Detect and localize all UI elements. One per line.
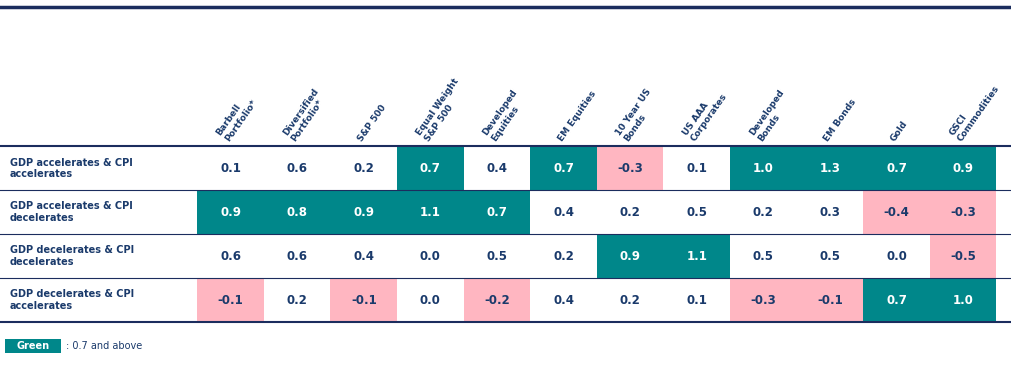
- Text: 0.8: 0.8: [286, 206, 307, 219]
- Text: -0.3: -0.3: [750, 294, 775, 307]
- Text: 0.0: 0.0: [420, 294, 441, 307]
- Text: 0.2: 0.2: [752, 206, 773, 219]
- FancyBboxPatch shape: [5, 339, 61, 353]
- FancyBboxPatch shape: [929, 278, 996, 322]
- Text: EM Equities: EM Equities: [556, 89, 598, 143]
- Text: 1.0: 1.0: [752, 162, 773, 175]
- Text: -0.4: -0.4: [883, 206, 909, 219]
- Text: GDP accelerates & CPI
decelerates: GDP accelerates & CPI decelerates: [10, 201, 132, 223]
- Text: 0.4: 0.4: [353, 250, 374, 263]
- FancyBboxPatch shape: [596, 234, 663, 278]
- FancyBboxPatch shape: [796, 146, 862, 190]
- Text: -0.1: -0.1: [351, 294, 376, 307]
- Text: GSCI
Commodities: GSCI Commodities: [946, 78, 1000, 143]
- Text: 1.1: 1.1: [420, 206, 441, 219]
- Text: 0.1: 0.1: [220, 162, 241, 175]
- FancyBboxPatch shape: [331, 278, 396, 322]
- Text: 1.0: 1.0: [951, 294, 973, 307]
- FancyBboxPatch shape: [463, 190, 530, 234]
- Text: Barbell
Portfolio*: Barbell Portfolio*: [214, 92, 259, 143]
- FancyBboxPatch shape: [331, 190, 396, 234]
- Text: 0.0: 0.0: [886, 250, 906, 263]
- Text: 0.5: 0.5: [819, 250, 840, 263]
- FancyBboxPatch shape: [729, 146, 796, 190]
- Text: 1.3: 1.3: [819, 162, 839, 175]
- Text: EM Bonds: EM Bonds: [822, 97, 857, 143]
- Text: -0.1: -0.1: [816, 294, 842, 307]
- Text: Green: Green: [16, 341, 50, 351]
- Text: 0.7: 0.7: [420, 162, 441, 175]
- FancyBboxPatch shape: [862, 278, 929, 322]
- Text: 0.6: 0.6: [286, 250, 307, 263]
- Text: 0.5: 0.5: [486, 250, 507, 263]
- FancyBboxPatch shape: [463, 278, 530, 322]
- Text: 0.6: 0.6: [286, 162, 307, 175]
- Text: 0.7: 0.7: [886, 162, 906, 175]
- FancyBboxPatch shape: [197, 278, 264, 322]
- Text: 0.4: 0.4: [553, 294, 573, 307]
- FancyBboxPatch shape: [396, 190, 463, 234]
- Text: Developed
Bonds: Developed Bonds: [747, 87, 794, 143]
- Text: GDP decelerates & CPI
decelerates: GDP decelerates & CPI decelerates: [10, 245, 134, 267]
- Text: Developed
Equities: Developed Equities: [480, 87, 528, 143]
- Text: 0.2: 0.2: [353, 162, 374, 175]
- Text: S&P 500: S&P 500: [356, 103, 388, 143]
- Text: 0.9: 0.9: [353, 206, 374, 219]
- Text: 0.4: 0.4: [553, 206, 573, 219]
- FancyBboxPatch shape: [929, 234, 996, 278]
- Text: 0.9: 0.9: [219, 206, 241, 219]
- FancyBboxPatch shape: [729, 278, 796, 322]
- Text: 0.2: 0.2: [286, 294, 307, 307]
- Text: Equal Weight
S&P 500: Equal Weight S&P 500: [415, 76, 468, 143]
- Text: GDP decelerates & CPI
accelerates: GDP decelerates & CPI accelerates: [10, 289, 134, 311]
- Text: 0.2: 0.2: [619, 294, 640, 307]
- Text: 0.3: 0.3: [819, 206, 839, 219]
- FancyBboxPatch shape: [929, 190, 996, 234]
- FancyBboxPatch shape: [796, 278, 862, 322]
- FancyBboxPatch shape: [197, 190, 264, 234]
- Text: 0.0: 0.0: [420, 250, 441, 263]
- Text: 0.4: 0.4: [486, 162, 507, 175]
- Text: 10 Year US
Bonds: 10 Year US Bonds: [614, 87, 661, 143]
- Text: 0.9: 0.9: [619, 250, 640, 263]
- FancyBboxPatch shape: [929, 146, 996, 190]
- Text: -0.3: -0.3: [617, 162, 642, 175]
- Text: US AAA
Corporates: US AAA Corporates: [680, 86, 728, 143]
- Text: Diversified
Portfolio*: Diversified Portfolio*: [281, 86, 329, 143]
- Text: -0.1: -0.1: [217, 294, 244, 307]
- Text: 0.2: 0.2: [619, 206, 640, 219]
- FancyBboxPatch shape: [663, 234, 729, 278]
- Text: 0.2: 0.2: [553, 250, 573, 263]
- Text: 0.7: 0.7: [486, 206, 507, 219]
- FancyBboxPatch shape: [862, 190, 929, 234]
- FancyBboxPatch shape: [264, 190, 331, 234]
- Text: 0.1: 0.1: [685, 294, 707, 307]
- Text: 0.6: 0.6: [219, 250, 241, 263]
- Text: Gold: Gold: [889, 119, 909, 143]
- Text: -0.5: -0.5: [949, 250, 976, 263]
- Text: 0.5: 0.5: [685, 206, 707, 219]
- Text: -0.2: -0.2: [483, 294, 510, 307]
- FancyBboxPatch shape: [862, 146, 929, 190]
- FancyBboxPatch shape: [530, 146, 596, 190]
- Text: 0.9: 0.9: [951, 162, 973, 175]
- Text: GDP accelerates & CPI
accelerates: GDP accelerates & CPI accelerates: [10, 157, 132, 179]
- Text: 0.1: 0.1: [685, 162, 707, 175]
- Text: : 0.7 and above: : 0.7 and above: [66, 341, 142, 351]
- Text: 0.5: 0.5: [752, 250, 773, 263]
- FancyBboxPatch shape: [596, 146, 663, 190]
- Text: -0.3: -0.3: [949, 206, 975, 219]
- FancyBboxPatch shape: [396, 146, 463, 190]
- Text: 0.7: 0.7: [886, 294, 906, 307]
- Text: 1.1: 1.1: [685, 250, 707, 263]
- Text: 0.7: 0.7: [553, 162, 573, 175]
